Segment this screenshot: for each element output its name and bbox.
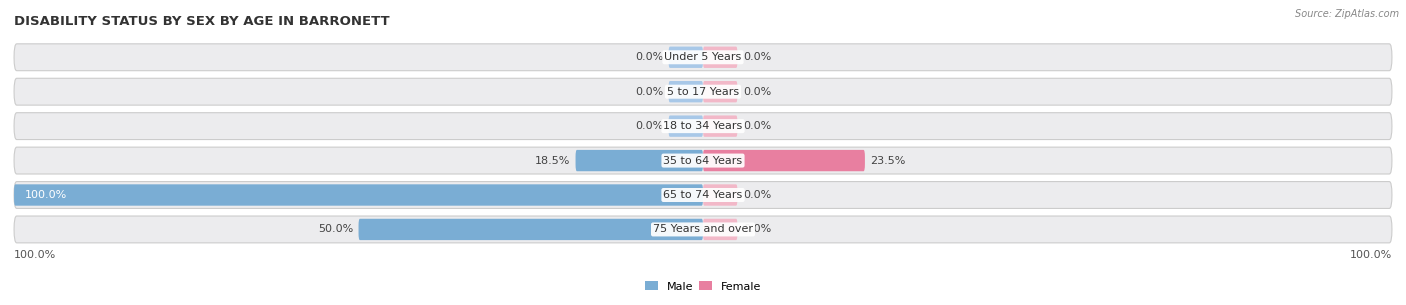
- FancyBboxPatch shape: [703, 81, 738, 102]
- FancyBboxPatch shape: [669, 81, 703, 102]
- Text: 0.0%: 0.0%: [742, 121, 772, 131]
- Text: 0.0%: 0.0%: [742, 87, 772, 97]
- FancyBboxPatch shape: [703, 219, 738, 240]
- Text: 100.0%: 100.0%: [24, 190, 66, 200]
- FancyBboxPatch shape: [575, 150, 703, 171]
- FancyBboxPatch shape: [703, 184, 738, 206]
- Text: 65 to 74 Years: 65 to 74 Years: [664, 190, 742, 200]
- Text: 0.0%: 0.0%: [742, 52, 772, 62]
- Text: 0.0%: 0.0%: [634, 52, 664, 62]
- Text: 35 to 64 Years: 35 to 64 Years: [664, 156, 742, 166]
- Text: 18 to 34 Years: 18 to 34 Years: [664, 121, 742, 131]
- Text: 100.0%: 100.0%: [14, 250, 56, 260]
- FancyBboxPatch shape: [669, 47, 703, 68]
- FancyBboxPatch shape: [14, 44, 1392, 71]
- FancyBboxPatch shape: [14, 113, 1392, 140]
- Text: 0.0%: 0.0%: [634, 87, 664, 97]
- Legend: Male, Female: Male, Female: [644, 281, 762, 292]
- Text: 5 to 17 Years: 5 to 17 Years: [666, 87, 740, 97]
- FancyBboxPatch shape: [703, 150, 865, 171]
- Text: DISABILITY STATUS BY SEX BY AGE IN BARRONETT: DISABILITY STATUS BY SEX BY AGE IN BARRO…: [14, 15, 389, 28]
- Text: Source: ZipAtlas.com: Source: ZipAtlas.com: [1295, 9, 1399, 19]
- FancyBboxPatch shape: [14, 147, 1392, 174]
- Text: 50.0%: 50.0%: [318, 224, 353, 235]
- Text: 100.0%: 100.0%: [1350, 250, 1392, 260]
- FancyBboxPatch shape: [703, 116, 738, 137]
- FancyBboxPatch shape: [14, 78, 1392, 105]
- Text: 0.0%: 0.0%: [634, 121, 664, 131]
- Text: 0.0%: 0.0%: [742, 190, 772, 200]
- FancyBboxPatch shape: [14, 181, 1392, 208]
- FancyBboxPatch shape: [14, 216, 1392, 243]
- Text: 0.0%: 0.0%: [742, 224, 772, 235]
- FancyBboxPatch shape: [703, 47, 738, 68]
- FancyBboxPatch shape: [359, 219, 703, 240]
- FancyBboxPatch shape: [669, 116, 703, 137]
- FancyBboxPatch shape: [14, 184, 703, 206]
- Text: 23.5%: 23.5%: [870, 156, 905, 166]
- Text: 75 Years and over: 75 Years and over: [652, 224, 754, 235]
- Text: Under 5 Years: Under 5 Years: [665, 52, 741, 62]
- Text: 18.5%: 18.5%: [534, 156, 569, 166]
